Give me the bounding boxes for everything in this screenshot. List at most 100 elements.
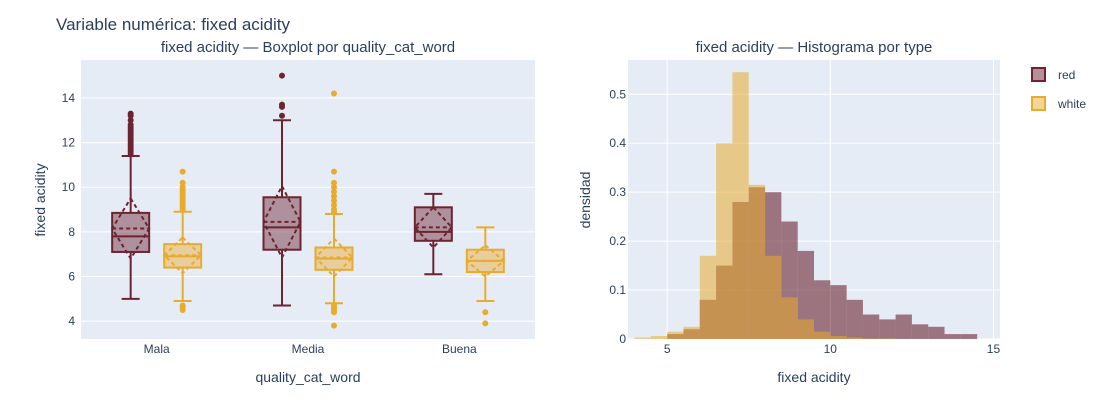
box-media-red xyxy=(262,72,302,307)
boxplot-marks xyxy=(110,72,506,329)
box-mala-white xyxy=(162,168,203,313)
box-outlier-point xyxy=(331,302,337,309)
legend-item-red[interactable]: red xyxy=(1031,67,1075,82)
box-outlier-point xyxy=(331,202,337,209)
box-outlier-point xyxy=(331,206,337,213)
histogram-bar-red xyxy=(895,314,912,339)
histogram-x-ticks: 5 10 15 xyxy=(664,342,1001,356)
histogram-bar-white xyxy=(748,184,766,339)
box-outlier-point xyxy=(331,90,337,97)
histogram-bar-white xyxy=(814,331,831,339)
histogram-bar-red xyxy=(960,334,978,339)
box-outlier-point xyxy=(331,179,337,186)
boxplot-y-ticks: 4 6 8 10 12 14 xyxy=(62,91,76,328)
histogram-bar-white xyxy=(781,297,798,339)
legend-label-white: white xyxy=(1057,97,1086,111)
box-outlier-point xyxy=(179,184,186,191)
boxplot-panel: fixed acidity — Boxplot por quality_cat_… xyxy=(32,39,535,385)
box-outlier-point xyxy=(331,322,337,329)
boxplot-y-tick-label: 8 xyxy=(68,225,75,239)
box-outlier-point xyxy=(279,72,285,79)
histogram-bar-red xyxy=(830,285,847,339)
histogram-bar-white xyxy=(797,319,814,339)
histogram-y-tick-label: 0.2 xyxy=(609,234,626,248)
box-outlier-point xyxy=(127,110,134,117)
boxplot-plot-area xyxy=(81,60,535,339)
box-body xyxy=(262,196,302,251)
box-body xyxy=(413,206,453,242)
histogram-bar-white xyxy=(846,337,863,339)
box-sd-diamond xyxy=(465,243,506,278)
boxplot-y-tick-label: 6 xyxy=(68,270,75,284)
box-media-white xyxy=(314,90,354,329)
histogram-x-axis-label: fixed acidity xyxy=(777,369,850,385)
box-sd-diamond xyxy=(413,205,454,249)
histogram-series-white xyxy=(634,72,896,339)
box-outlier-point xyxy=(127,121,134,128)
boxplot-y-axis-label: fixed acidity xyxy=(32,163,48,236)
box-sd-diamond xyxy=(314,237,354,278)
boxplot-gridlines xyxy=(81,97,535,322)
histogram-y-tick-label: 0 xyxy=(619,332,626,346)
box-outlier-point xyxy=(331,184,337,191)
box-outlier-point xyxy=(279,112,285,119)
histogram-bar-white xyxy=(716,143,733,339)
histogram-bar-white xyxy=(634,337,651,339)
histogram-bar-red xyxy=(797,250,814,339)
box-outlier-point xyxy=(331,197,337,204)
figure-title: Variable numérica: fixed acidity xyxy=(56,15,291,34)
histogram-y-tick-label: 0.3 xyxy=(609,185,626,199)
histogram-bar-white xyxy=(765,255,782,339)
histogram-bar-red xyxy=(846,299,863,339)
box-mala-red xyxy=(110,110,151,300)
histogram-bar-white xyxy=(699,255,717,339)
histogram-x-tick-label: 15 xyxy=(987,342,1001,356)
boxplot-x-tick-label: Mala xyxy=(144,342,170,356)
histogram-x-tick-label: 5 xyxy=(664,342,671,356)
boxplot-y-tick-label: 12 xyxy=(62,136,76,150)
histogram-y-tick-label: 0.5 xyxy=(609,87,626,101)
histogram-bar-red xyxy=(944,334,961,339)
boxplot-y-tick-label: 10 xyxy=(62,180,76,194)
histogram-bar-white xyxy=(732,72,749,339)
histogram-y-ticks: 0 0.1 0.2 0.3 0.4 0.5 xyxy=(609,87,626,346)
box-outlier-point xyxy=(331,188,337,195)
histogram-bar-white xyxy=(650,336,668,339)
histogram-bar-white xyxy=(683,326,700,339)
box-buena-red xyxy=(413,192,454,276)
legend-swatch-white xyxy=(1031,96,1046,111)
histogram-bars xyxy=(634,72,978,339)
box-outlier-point xyxy=(331,193,337,200)
box-buena-white xyxy=(465,226,506,327)
histogram-panel: fixed acidity — Histograma por type 0 0.1… xyxy=(577,39,1001,385)
box-outlier-point xyxy=(179,179,186,186)
legend: red white xyxy=(1031,67,1086,111)
histogram-x-tick-label: 10 xyxy=(824,342,838,356)
histogram-bar-red xyxy=(879,319,896,339)
histogram-bar-white xyxy=(830,336,847,339)
box-sd-diamond xyxy=(162,236,203,275)
boxplot-y-tick-label: 14 xyxy=(62,91,76,105)
boxplot-title: fixed acidity — Boxplot por quality_cat_… xyxy=(161,39,455,56)
histogram-y-axis-label: densidad xyxy=(577,172,593,229)
box-outlier-point xyxy=(179,302,186,309)
boxplot-x-ticks: Mala Media Buena xyxy=(144,342,477,356)
boxplot-y-tick-label: 4 xyxy=(68,314,75,328)
histogram-title: fixed acidity — Histograma por type xyxy=(696,39,933,56)
box-outlier-point xyxy=(482,309,489,316)
box-outlier-point xyxy=(279,101,285,108)
boxplot-x-tick-label: Buena xyxy=(442,342,477,356)
legend-swatch-red xyxy=(1031,67,1046,82)
box-sd-diamond xyxy=(262,183,302,260)
boxplot-x-axis-label: quality_cat_word xyxy=(255,369,360,385)
legend-item-white[interactable]: white xyxy=(1031,96,1086,111)
histogram-bar-red xyxy=(911,324,929,339)
legend-label-red: red xyxy=(1058,68,1075,82)
boxplot-x-tick-label: Media xyxy=(292,342,325,356)
histogram-bar-red xyxy=(862,314,880,339)
histogram-bar-white xyxy=(667,331,684,339)
box-sd-diamond xyxy=(110,196,151,261)
box-outlier-point xyxy=(331,168,337,175)
histogram-bar-red xyxy=(814,280,831,339)
box-outlier-point xyxy=(482,320,489,327)
